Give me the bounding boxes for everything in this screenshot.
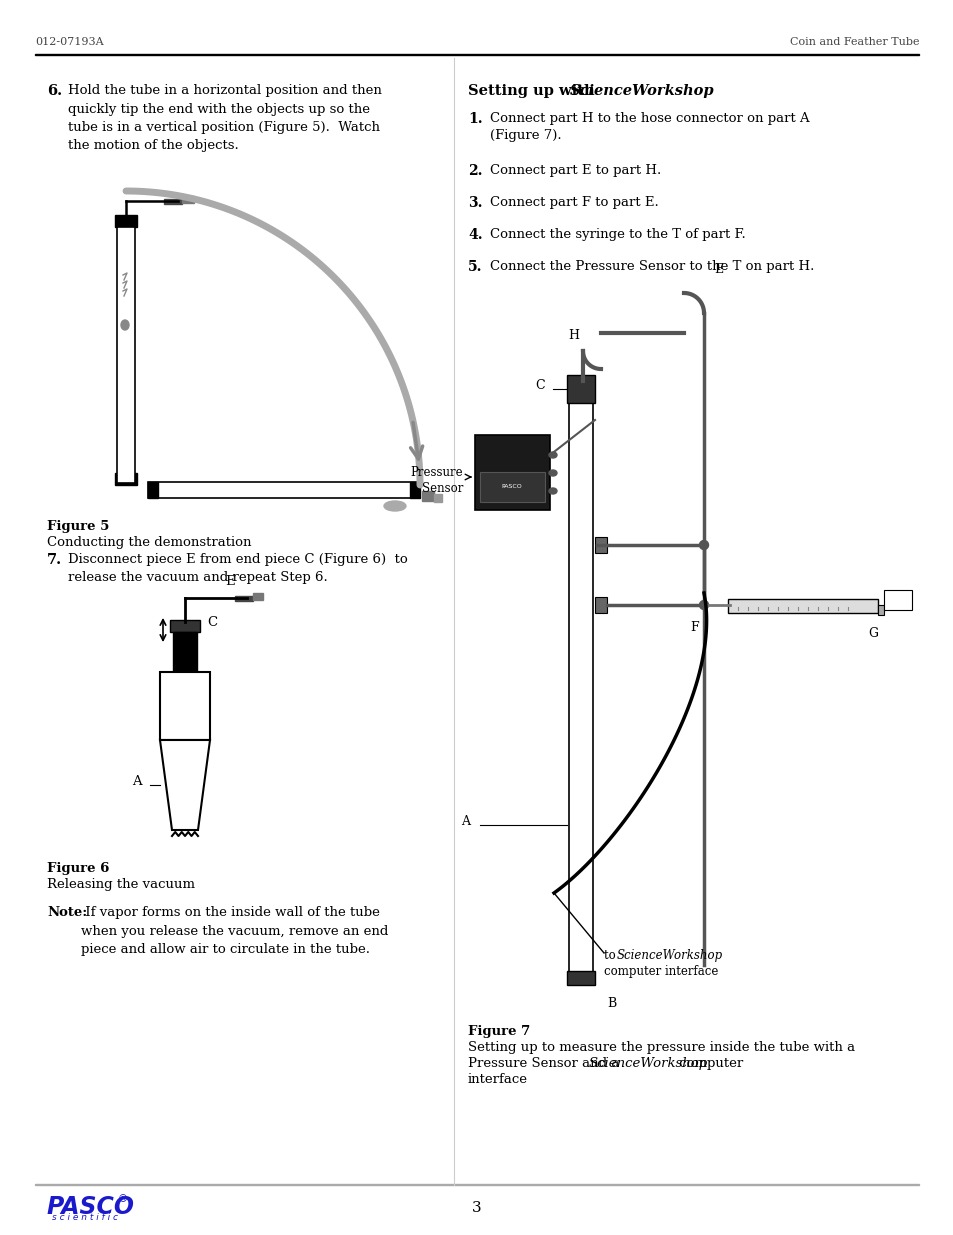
Bar	[727, 599, 877, 613]
Polygon shape	[160, 740, 210, 830]
Bar	[148, 482, 158, 498]
Bar	[410, 482, 419, 498]
Text: If vapor forms on the inside wall of the tube
when you release the vacuum, remov: If vapor forms on the inside wall of the…	[81, 906, 388, 956]
Text: 5.: 5.	[468, 261, 482, 274]
Text: PASCO: PASCO	[501, 484, 522, 489]
Text: C: C	[207, 616, 217, 629]
Bar	[164, 199, 182, 204]
Text: Releasing the vacuum: Releasing the vacuum	[47, 878, 194, 890]
Bar	[566, 971, 595, 986]
Bar	[148, 482, 419, 498]
Bar	[434, 494, 441, 501]
Text: ScienceWorkshop: ScienceWorkshop	[617, 948, 722, 962]
Text: F: F	[690, 621, 699, 634]
Text: 012-07193A: 012-07193A	[35, 37, 104, 47]
Bar	[475, 435, 550, 510]
Text: Pressure
Sensor: Pressure Sensor	[410, 466, 462, 494]
Bar	[117, 227, 135, 483]
Text: Connect the syringe to the T of part F.: Connect the syringe to the T of part F.	[490, 228, 745, 241]
Bar	[421, 492, 434, 501]
Bar	[883, 590, 911, 610]
Text: Connect part H to the hose connector on part A
(Figure 7).: Connect part H to the hose connector on …	[490, 112, 809, 142]
Text: s c i e n t i f i c: s c i e n t i f i c	[52, 1214, 118, 1223]
Ellipse shape	[548, 452, 557, 458]
Text: 3: 3	[472, 1200, 481, 1215]
Text: Setting up with: Setting up with	[468, 84, 599, 98]
Bar	[115, 473, 137, 485]
Ellipse shape	[699, 541, 708, 550]
Text: Figure 6: Figure 6	[47, 862, 110, 876]
Text: E: E	[713, 263, 722, 275]
Text: E: E	[225, 576, 234, 588]
Text: G: G	[867, 627, 877, 640]
Text: ScienceWorkshop: ScienceWorkshop	[569, 84, 714, 98]
Ellipse shape	[121, 320, 129, 330]
Text: Connect the Pressure Sensor to the T on part H.: Connect the Pressure Sensor to the T on …	[490, 261, 814, 273]
Text: 4.: 4.	[468, 228, 482, 242]
Text: Coin and Feather Tube: Coin and Feather Tube	[790, 37, 919, 47]
Bar	[182, 196, 193, 203]
Text: ScienceWorkshop: ScienceWorkshop	[588, 1057, 707, 1070]
Text: A: A	[460, 815, 470, 827]
Ellipse shape	[548, 471, 557, 475]
Text: Hold the tube in a horizontal position and then
quickly tip the end with the obj: Hold the tube in a horizontal position a…	[68, 84, 381, 152]
Text: 3.: 3.	[468, 196, 482, 210]
Text: Note:: Note:	[47, 906, 87, 919]
Text: A: A	[132, 776, 142, 788]
Text: Conducting the demonstration: Conducting the demonstration	[47, 536, 252, 550]
Text: computer: computer	[675, 1057, 742, 1070]
Text: ®: ®	[118, 1194, 128, 1204]
Text: B: B	[606, 997, 616, 1010]
Bar	[160, 672, 210, 740]
Text: H: H	[567, 329, 578, 342]
Ellipse shape	[548, 488, 557, 494]
Ellipse shape	[384, 501, 406, 511]
Bar	[234, 597, 253, 601]
Bar	[253, 593, 263, 600]
Bar	[595, 537, 606, 553]
Text: 2.: 2.	[468, 164, 482, 178]
Bar	[877, 605, 883, 615]
Ellipse shape	[699, 600, 708, 610]
Text: Figure 7: Figure 7	[468, 1025, 530, 1037]
Bar	[479, 472, 544, 501]
Text: C: C	[535, 379, 544, 391]
Text: 6.: 6.	[47, 84, 62, 98]
Text: Setting up to measure the pressure inside the tube with a: Setting up to measure the pressure insid…	[468, 1041, 854, 1053]
Text: to: to	[603, 948, 618, 962]
Text: computer interface: computer interface	[603, 965, 718, 978]
Bar	[566, 375, 595, 403]
Bar	[115, 215, 137, 227]
Text: PASCO: PASCO	[47, 1195, 135, 1219]
Text: Pressure Sensor and a: Pressure Sensor and a	[468, 1057, 623, 1070]
Bar	[595, 597, 606, 613]
Bar	[35, 53, 918, 56]
Bar	[568, 399, 593, 981]
Text: Connect part E to part H.: Connect part E to part H.	[490, 164, 660, 177]
Text: 1.: 1.	[468, 112, 482, 126]
Bar	[170, 620, 200, 632]
Text: Figure 5: Figure 5	[47, 520, 110, 534]
Text: Connect part F to part E.: Connect part F to part E.	[490, 196, 659, 209]
Bar	[172, 632, 196, 672]
Text: 7.: 7.	[47, 553, 62, 567]
Text: interface: interface	[468, 1073, 527, 1086]
Text: Disconnect piece E from end piece C (Figure 6)  to
release the vacuum and repeat: Disconnect piece E from end piece C (Fig…	[68, 553, 407, 584]
